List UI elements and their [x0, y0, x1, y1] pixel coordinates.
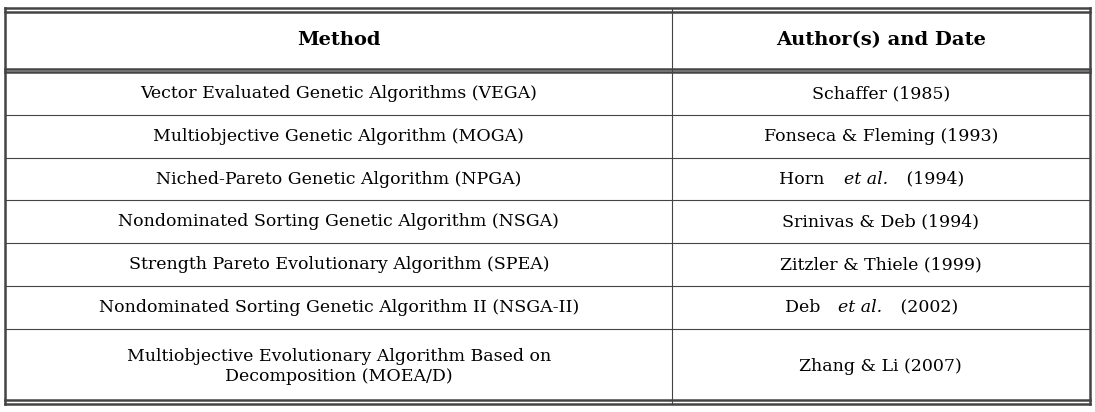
Bar — [5, 329, 1090, 404]
Text: et al.: et al. — [838, 299, 883, 316]
Text: Method: Method — [297, 31, 381, 49]
Text: Deb: Deb — [785, 299, 826, 316]
Text: Horn: Horn — [779, 171, 830, 187]
Bar — [5, 286, 1090, 329]
Text: (1994): (1994) — [901, 171, 965, 187]
Text: et al.: et al. — [844, 171, 888, 187]
Text: Srinivas & Deb (1994): Srinivas & Deb (1994) — [782, 213, 979, 230]
Text: Multiobjective Evolutionary Algorithm Based on
Decomposition (MOEA/D): Multiobjective Evolutionary Algorithm Ba… — [127, 348, 551, 385]
Text: Nondominated Sorting Genetic Algorithm II (NSGA-II): Nondominated Sorting Genetic Algorithm I… — [99, 299, 579, 316]
Bar — [5, 201, 1090, 243]
Text: Fonseca & Fleming (1993): Fonseca & Fleming (1993) — [763, 128, 998, 145]
Bar — [5, 158, 1090, 201]
Bar — [5, 115, 1090, 158]
Text: Multiobjective Genetic Algorithm (MOGA): Multiobjective Genetic Algorithm (MOGA) — [153, 128, 525, 145]
Text: Zitzler & Thiele (1999): Zitzler & Thiele (1999) — [780, 256, 982, 273]
Bar — [5, 243, 1090, 286]
Text: (2002): (2002) — [895, 299, 958, 316]
Bar — [5, 72, 1090, 115]
Bar — [5, 8, 1090, 72]
Text: Schaffer (1985): Schaffer (1985) — [811, 85, 950, 102]
Text: Niched-Pareto Genetic Algorithm (NPGA): Niched-Pareto Genetic Algorithm (NPGA) — [157, 171, 521, 187]
Text: Zhang & Li (2007): Zhang & Li (2007) — [799, 358, 963, 375]
Text: Strength Pareto Evolutionary Algorithm (SPEA): Strength Pareto Evolutionary Algorithm (… — [128, 256, 549, 273]
Text: Vector Evaluated Genetic Algorithms (VEGA): Vector Evaluated Genetic Algorithms (VEG… — [140, 85, 538, 102]
Text: Author(s) and Date: Author(s) and Date — [776, 31, 986, 49]
Text: Nondominated Sorting Genetic Algorithm (NSGA): Nondominated Sorting Genetic Algorithm (… — [118, 213, 560, 230]
